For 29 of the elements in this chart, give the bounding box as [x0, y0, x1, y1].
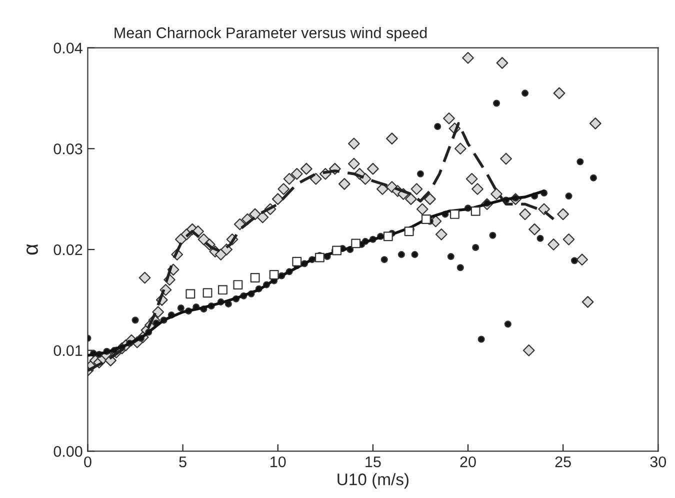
y-axis-title: α	[26, 244, 38, 255]
point	[470, 206, 480, 216]
point	[186, 289, 196, 299]
point	[332, 246, 342, 256]
y-tick-label: 0.02	[54, 244, 82, 256]
x-axis-title: U10 (m/s)	[338, 473, 408, 489]
y-tick-label: 0.00	[54, 446, 82, 457]
x-tick-label: 10	[270, 456, 286, 468]
point	[351, 238, 361, 248]
point	[450, 209, 460, 219]
chart-title: Mean Charnock Parameter versus wind speed	[114, 27, 427, 42]
point	[292, 256, 302, 266]
x-tick-label: 5	[179, 456, 186, 468]
x-tick-label: 15	[366, 456, 381, 468]
y-tick-label: 0.03	[54, 144, 82, 154]
point	[404, 226, 414, 236]
x-tick-label: 25	[555, 456, 571, 468]
x-tick-label: 20	[460, 456, 476, 468]
point	[269, 270, 279, 280]
y-tick-label: 0.04	[54, 42, 82, 54]
point	[314, 252, 324, 262]
x-tick-label: 30	[650, 456, 666, 468]
y-tick-label: 0.01	[54, 345, 82, 356]
point	[383, 232, 393, 242]
point	[421, 214, 431, 224]
point	[250, 273, 260, 282]
x-tick-label: 0	[84, 456, 92, 468]
point	[233, 280, 243, 290]
point	[202, 288, 212, 298]
